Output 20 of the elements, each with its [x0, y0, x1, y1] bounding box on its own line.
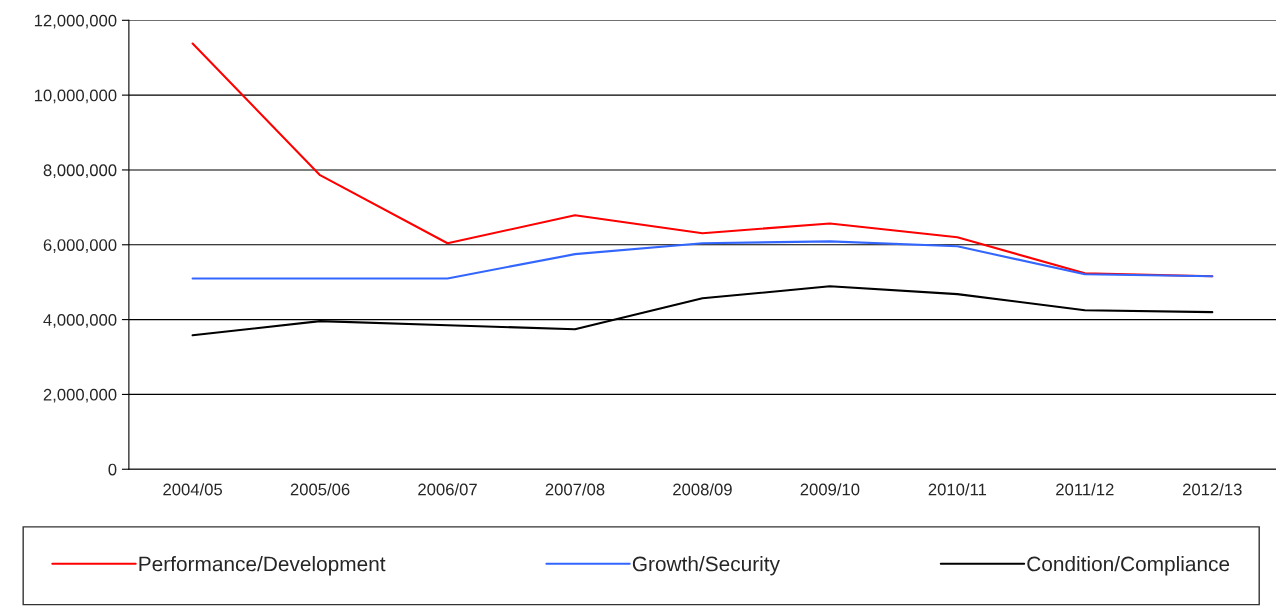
y-tick-label: 4,000,000 — [43, 314, 117, 328]
y-tick-label: 2,000,000 — [43, 388, 117, 403]
legend-label: Condition/Compliance — [1027, 556, 1230, 576]
x-tick-label: 2005/06 — [290, 483, 350, 496]
x-tick-label: 2008/09 — [673, 483, 732, 496]
x-tick-label: 2007/08 — [545, 483, 605, 496]
y-tick-label: 6,000,000 — [43, 239, 117, 253]
y-tick-label: 12,000,000 — [34, 14, 117, 29]
y-tick-label: 0 — [108, 463, 117, 476]
legend-label: Growth/Security — [632, 556, 780, 576]
x-tick-label: 2012/13 — [1182, 483, 1242, 496]
legend-label: Performance/Development — [139, 556, 386, 576]
y-tick-label: 10,000,000 — [34, 89, 117, 104]
x-tick-label: 2009/10 — [800, 483, 860, 496]
y-tick-label: 8,000,000 — [43, 164, 117, 179]
x-tick-label: 2006/07 — [418, 483, 477, 496]
x-tick-label: 2004/05 — [163, 483, 223, 496]
x-tick-label: 2010/11 — [928, 483, 987, 496]
x-tick-label: 2011/12 — [1056, 483, 1114, 496]
line-series — [191, 240, 1214, 280]
